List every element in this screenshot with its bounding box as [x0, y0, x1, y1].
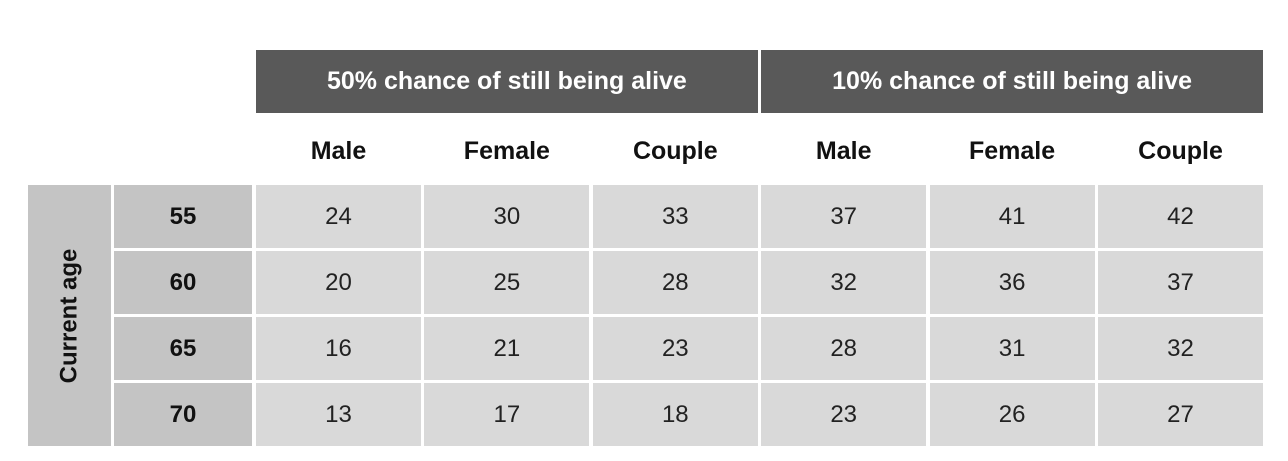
group-header: 10% chance of still being alive [761, 50, 1263, 113]
row-header: 65 [114, 317, 252, 380]
table-cell: 42 [1098, 185, 1263, 248]
table-cell: 23 [761, 383, 927, 446]
row-header: 70 [114, 383, 252, 446]
table-cell: 32 [761, 251, 927, 314]
column-header: Female [463, 137, 550, 165]
table-cell: 21 [424, 317, 590, 380]
table-cell: 23 [592, 317, 758, 380]
table-cell: 37 [761, 185, 927, 248]
table-cell: 13 [256, 383, 421, 446]
table-cell: 28 [592, 251, 758, 314]
table-cell: 41 [929, 185, 1095, 248]
table-cell: 17 [424, 383, 590, 446]
column-header: Male [310, 137, 367, 165]
table-cell: 28 [761, 317, 927, 380]
row-header: 55 [114, 185, 252, 248]
column-header: Female [969, 137, 1056, 165]
row-header: 60 [114, 251, 252, 314]
column-header: Male [815, 137, 872, 165]
row-group-header-text: Current age [55, 248, 83, 383]
column-header: Couple [632, 137, 718, 165]
table-cell: 31 [929, 317, 1095, 380]
row-group-header: Current age [28, 185, 111, 446]
table-cell: 33 [592, 185, 758, 248]
table-cell: 32 [1098, 317, 1263, 380]
table-cell: 25 [424, 251, 590, 314]
table-cell: 27 [1098, 383, 1263, 446]
table-cell: 18 [592, 383, 758, 446]
table-cell: 20 [256, 251, 421, 314]
table-cell: 24 [256, 185, 421, 248]
column-header: Couple [1138, 137, 1223, 165]
table-cell: 37 [1098, 251, 1263, 314]
table-cell: 16 [256, 317, 421, 380]
group-header: 50% chance of still being alive [256, 50, 758, 113]
table-cell: 26 [929, 383, 1095, 446]
table-cell: 36 [929, 251, 1095, 314]
table-cell: 30 [424, 185, 590, 248]
